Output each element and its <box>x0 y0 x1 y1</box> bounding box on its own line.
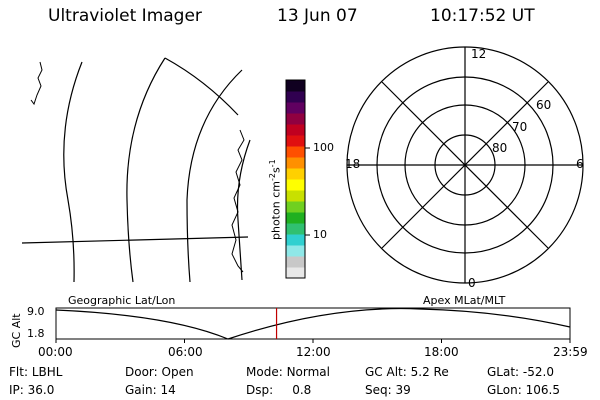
colorbar-segment <box>286 168 305 180</box>
time-label: 10:17:52 UT <box>430 6 535 26</box>
colorbar-segment <box>286 201 305 213</box>
status-glon: GLon: 106.5 <box>487 383 560 397</box>
status-glat: GLat: -52.0 <box>487 365 554 379</box>
status-ip: IP: 36.0 <box>9 383 55 397</box>
mlat-label-60: 60 <box>536 98 552 112</box>
status-mode: Mode: Normal <box>246 365 330 379</box>
mlat-label-80: 80 <box>492 141 508 155</box>
colorbar-segment <box>286 135 305 147</box>
colorbar-segment <box>286 124 305 136</box>
mlt-label-12: 12 <box>471 47 487 61</box>
mlt-label-18: 18 <box>345 157 361 171</box>
timeline-frame <box>55 307 571 340</box>
mlt-label-0: 0 <box>468 276 476 290</box>
date-label: 13 Jun 07 <box>277 6 358 26</box>
colorbar-frame <box>285 79 306 279</box>
timeline-axis-label: GC Alt <box>10 313 23 348</box>
timeline-y-tick-high: 9.0 <box>27 305 45 318</box>
timeline-x-label-2359: 23:59 <box>553 345 588 359</box>
colorbar-tick-label-10: 10 <box>313 228 327 241</box>
status-door: Door: Open <box>125 365 194 379</box>
equator-line <box>21 236 249 244</box>
colorbar-segment <box>286 245 305 257</box>
colorbar-segment <box>286 267 305 279</box>
timeline-x-label-0000: 00:00 <box>38 345 73 359</box>
colorbar-segment <box>286 157 305 169</box>
timeline-panel <box>55 307 571 343</box>
coastline-1 <box>30 61 43 106</box>
timeline-x-label-1200: 12:00 <box>296 345 331 359</box>
colorbar-unit-label: photon cm-2s-1 <box>268 159 283 240</box>
colorbar-segment <box>286 179 305 191</box>
lat-arc-3 <box>186 69 243 283</box>
status-seq: Seq: 39 <box>365 383 411 397</box>
colorbar-segment <box>286 256 305 268</box>
timeline-left-title: Geographic Lat/Lon <box>68 294 176 307</box>
meridian-line <box>164 57 239 116</box>
mlt-label-6: 6 <box>576 157 584 171</box>
colorbar-segment <box>286 146 305 158</box>
intensity-colorbar <box>286 80 305 279</box>
colorbar-segment <box>286 80 305 92</box>
colorbar-segment <box>286 234 305 246</box>
geographic-map <box>21 57 251 283</box>
colorbar-segment <box>286 223 305 235</box>
colorbar-segment <box>286 113 305 125</box>
colorbar-tick-label-100: 100 <box>313 141 334 154</box>
timeline-y-tick-low: 1.8 <box>27 327 45 340</box>
status-filter: Flt: LBHL <box>9 365 63 379</box>
mlat-label-70: 70 <box>512 120 528 134</box>
lat-arc-4 <box>236 139 251 281</box>
timeline-x-label-1800: 18:00 <box>424 345 459 359</box>
colorbar-segment <box>286 212 305 224</box>
altitude-curve <box>55 308 571 340</box>
colorbar-segment <box>286 91 305 103</box>
status-gain: Gain: 14 <box>125 383 176 397</box>
instrument-title: Ultraviolet Imager <box>48 6 202 26</box>
polar-diagonal-2 <box>381 81 549 249</box>
lat-arc-1 <box>63 61 83 283</box>
timeline-x-label-0600: 06:00 <box>168 345 203 359</box>
colorbar-segment <box>286 190 305 202</box>
coastline-2 <box>231 129 245 273</box>
status-dsp: Dsp: 0.8 <box>246 383 312 397</box>
colorbar-segment <box>286 102 305 114</box>
status-gc-alt: GC Alt: 5.2 Re <box>365 365 449 379</box>
timeline-right-title: Apex MLat/MLT <box>423 294 506 307</box>
polar-plot <box>346 46 584 284</box>
lat-arc-2 <box>126 57 166 283</box>
